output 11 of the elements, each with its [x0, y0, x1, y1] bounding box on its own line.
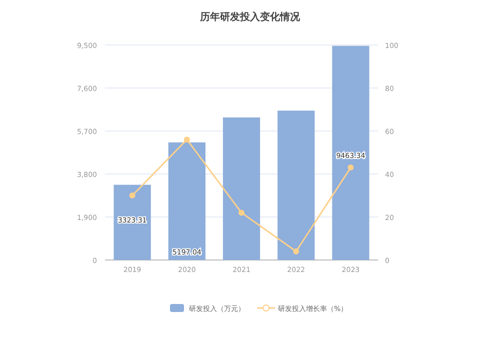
- bar: [222, 117, 260, 260]
- point: [238, 210, 244, 216]
- point: [348, 164, 354, 171]
- bar: [168, 142, 206, 260]
- bar: [332, 46, 370, 260]
- bar: [114, 184, 151, 260]
- point: [129, 192, 136, 198]
- point: [184, 136, 190, 143]
- chart-title: 历年研发投入变化情况: [199, 11, 301, 23]
- point: [293, 248, 300, 254]
- bar: [278, 110, 315, 260]
